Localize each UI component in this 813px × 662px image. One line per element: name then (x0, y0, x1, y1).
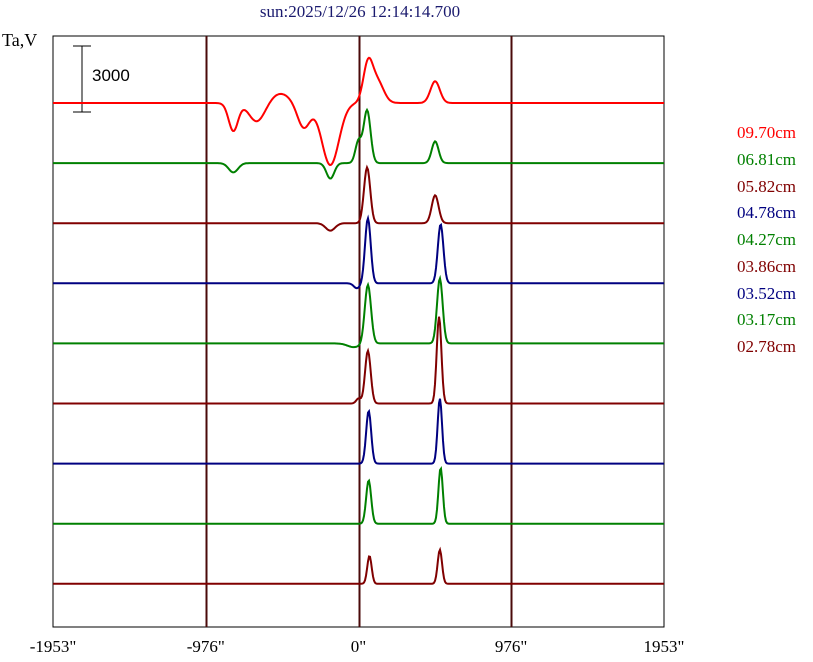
trace-04.27cm (53, 274, 664, 349)
x-tick-label: 0" (350, 637, 367, 656)
legend-item: 06.81cm (737, 149, 797, 169)
trace-02.78cm (53, 546, 664, 585)
chart-title: sun:2025/12/26 12:14:14.700 (259, 2, 461, 21)
legend-item: 03.17cm (737, 310, 797, 330)
trace-04.78cm (53, 214, 664, 290)
legend-item: 04.27cm (737, 230, 797, 249)
legend-item: 03.52cm (737, 283, 797, 303)
series-traces (53, 56, 664, 585)
legend-item: 09.70cm (737, 123, 797, 142)
trace-06.81cm (53, 107, 664, 180)
x-tick-label: 1953" (643, 637, 685, 656)
trace-03.86cm (53, 316, 664, 405)
legend: 09.70cm 06.81cm 05.82cm 04.78cm 04.27cm 03.86… (737, 120, 796, 361)
trace-03.52cm (53, 398, 664, 465)
legend-item: 02.78cm (737, 337, 797, 356)
trace-09.70cm (53, 56, 664, 167)
legend-item: 05.82cm (737, 176, 797, 196)
x-tick-label: -976" (186, 637, 225, 656)
legend-item: 04.78cm (737, 203, 797, 223)
trace-05.82cm (53, 164, 664, 232)
y-axis-label: Ta,V (2, 30, 38, 50)
x-tick-label: 976" (494, 637, 528, 656)
vertical-reference-lines (205, 36, 513, 627)
legend-item: 03.86cm (737, 256, 797, 276)
x-tick-label: -1953" (29, 637, 77, 656)
scale-bar (73, 45, 91, 113)
trace-03.17cm (53, 465, 664, 525)
scale-bar-label: 3000 (92, 66, 130, 85)
